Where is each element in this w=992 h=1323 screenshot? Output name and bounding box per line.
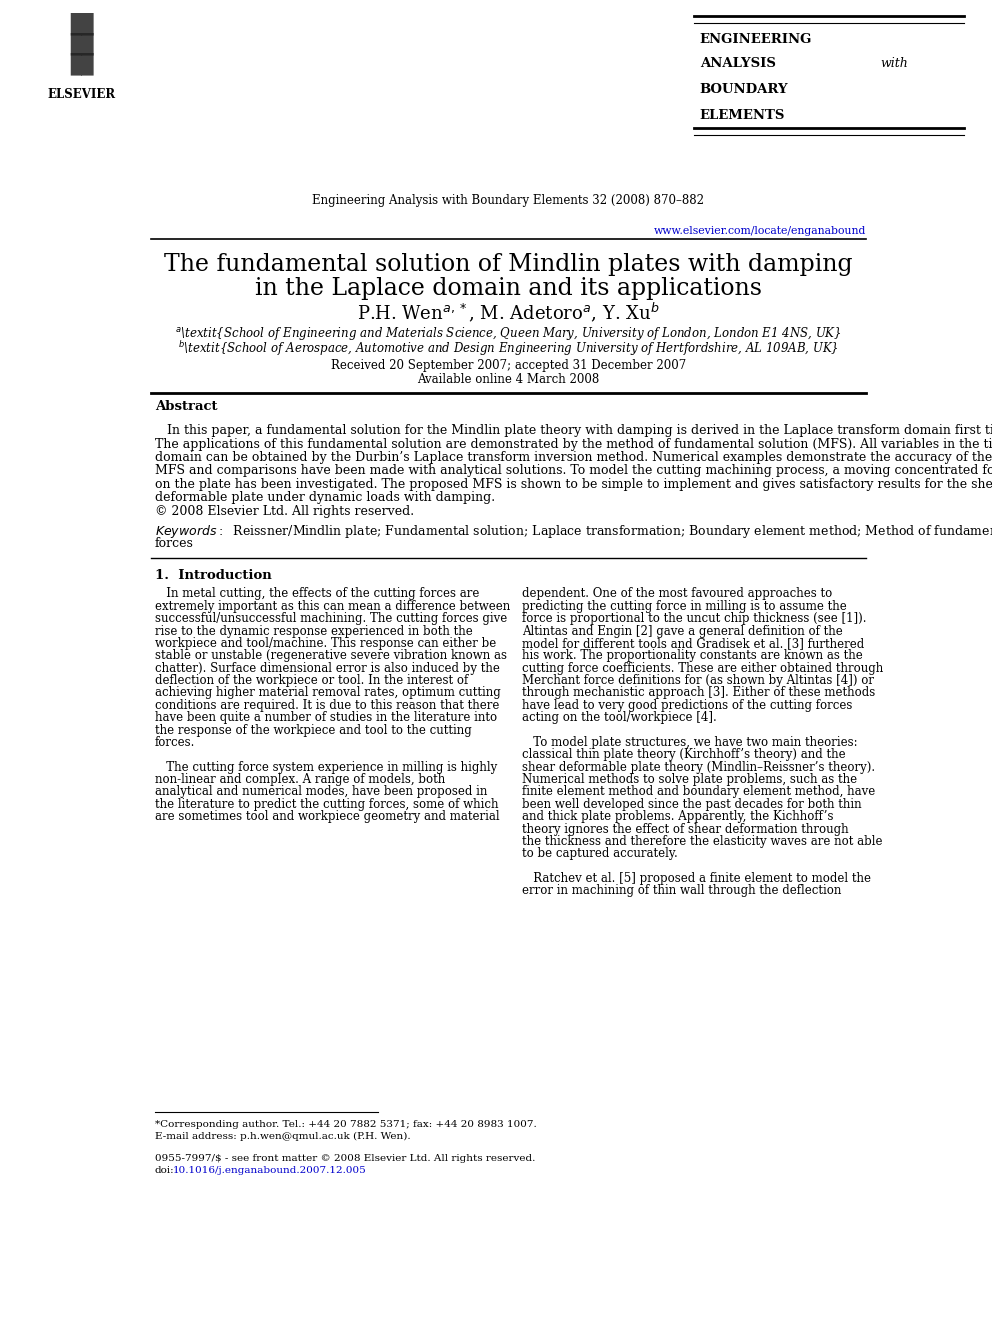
Text: $^{a}$\textit{School of Engineering and Materials Science, Queen Mary, Universit: $^{a}$\textit{School of Engineering and … [175,325,842,341]
Text: workpiece and tool/machine. This response can either be: workpiece and tool/machine. This respons… [155,636,496,650]
Text: ELSEVIER: ELSEVIER [48,89,116,102]
Text: deflection of the workpiece or tool. In the interest of: deflection of the workpiece or tool. In … [155,675,468,687]
Text: model for different tools and Gradisek et al. [3] furthered: model for different tools and Gradisek e… [522,636,864,650]
Text: Altintas and Engin [2] gave a general definition of the: Altintas and Engin [2] gave a general de… [522,624,843,638]
Text: The applications of this fundamental solution are demonstrated by the method of : The applications of this fundamental sol… [155,438,992,451]
Text: $\mathit{Keywords:}$  Reissner/Mindlin plate; Fundamental solution; Laplace tran: $\mathit{Keywords:}$ Reissner/Mindlin pl… [155,524,992,540]
Text: are sometimes tool and workpiece geometry and material: are sometimes tool and workpiece geometr… [155,810,499,823]
Text: Ratchev et al. [5] proposed a finite element to model the: Ratchev et al. [5] proposed a finite ele… [522,872,871,885]
Text: cutting force coefficients. These are either obtained through: cutting force coefficients. These are ei… [522,662,884,675]
Text: domain can be obtained by the Durbin’s Laplace transform inversion method. Numer: domain can be obtained by the Durbin’s L… [155,451,992,464]
Text: The cutting force system experience in milling is highly: The cutting force system experience in m… [155,761,497,774]
Text: ELEMENTS: ELEMENTS [699,108,786,122]
Text: his work. The proportionality constants are known as the: his work. The proportionality constants … [522,650,863,663]
Text: with: with [881,57,909,70]
Text: have lead to very good predictions of the cutting forces: have lead to very good predictions of th… [522,699,852,712]
Text: analytical and numerical modes, have been proposed in: analytical and numerical modes, have bee… [155,786,487,799]
Text: and thick plate problems. Apparently, the Kichhoff’s: and thick plate problems. Apparently, th… [522,810,833,823]
Text: have been quite a number of studies in the literature into: have been quite a number of studies in t… [155,712,497,724]
Text: *Corresponding author. Tel.: +44 20 7882 5371; fax: +44 20 8983 1007.: *Corresponding author. Tel.: +44 20 7882… [155,1121,537,1130]
Text: Received 20 September 2007; accepted 31 December 2007: Received 20 September 2007; accepted 31 … [330,359,686,372]
Text: BOUNDARY: BOUNDARY [699,83,789,97]
Text: © 2008 Elsevier Ltd. All rights reserved.: © 2008 Elsevier Ltd. All rights reserved… [155,505,414,517]
Text: through mechanistic approach [3]. Either of these methods: through mechanistic approach [3]. Either… [522,687,876,700]
Text: forces.: forces. [155,736,195,749]
Text: shear deformable plate theory (Mindlin–Reissner’s theory).: shear deformable plate theory (Mindlin–R… [522,761,875,774]
Text: rise to the dynamic response experienced in both the: rise to the dynamic response experienced… [155,624,472,638]
Text: In metal cutting, the effects of the cutting forces are: In metal cutting, the effects of the cut… [155,587,479,601]
Text: 1.  Introduction: 1. Introduction [155,569,272,582]
Text: non-linear and complex. A range of models, both: non-linear and complex. A range of model… [155,773,445,786]
Text: the response of the workpiece and tool to the cutting: the response of the workpiece and tool t… [155,724,471,737]
Text: chatter). Surface dimensional error is also induced by the: chatter). Surface dimensional error is a… [155,662,500,675]
Text: achieving higher material removal rates, optimum cutting: achieving higher material removal rates,… [155,687,501,700]
Text: in the Laplace domain and its applications: in the Laplace domain and its applicatio… [255,277,762,299]
Text: forces: forces [155,537,193,550]
Text: Numerical methods to solve plate problems, such as the: Numerical methods to solve plate problem… [522,773,857,786]
Text: finite element method and boundary element method, have: finite element method and boundary eleme… [522,786,876,799]
Text: E-mail address: p.h.wen@qmul.ac.uk (P.H. Wen).: E-mail address: p.h.wen@qmul.ac.uk (P.H.… [155,1132,411,1142]
Text: conditions are required. It is due to this reason that there: conditions are required. It is due to th… [155,699,499,712]
Text: to be captured accurately.: to be captured accurately. [522,847,678,860]
Text: 10.1016/j.enganabound.2007.12.005: 10.1016/j.enganabound.2007.12.005 [173,1167,366,1175]
Text: Engineering Analysis with Boundary Elements 32 (2008) 870–882: Engineering Analysis with Boundary Eleme… [312,193,704,206]
Text: acting on the tool/workpiece [4].: acting on the tool/workpiece [4]. [522,712,717,724]
Text: $^{b}$\textit{School of Aerospace, Automotive and Design Engineering University : $^{b}$\textit{School of Aerospace, Autom… [178,339,839,357]
Text: P.H. Wen$^{a,*}$, M. Adetoro$^{a}$, Y. Xu$^{b}$: P.H. Wen$^{a,*}$, M. Adetoro$^{a}$, Y. X… [357,300,660,324]
Text: Abstract: Abstract [155,401,217,413]
Text: the thickness and therefore the elasticity waves are not able: the thickness and therefore the elastici… [522,835,883,848]
Text: doi:: doi: [155,1167,175,1175]
Text: The fundamental solution of Mindlin plates with damping: The fundamental solution of Mindlin plat… [164,253,853,277]
Text: ANALYSIS: ANALYSIS [699,57,781,70]
Text: predicting the cutting force in milling is to assume the: predicting the cutting force in milling … [522,599,847,613]
Text: MFS and comparisons have been made with analytical solutions. To model the cutti: MFS and comparisons have been made with … [155,464,992,478]
Text: www.elsevier.com/locate/enganabound: www.elsevier.com/locate/enganabound [654,226,866,235]
Text: To model plate structures, we have two main theories:: To model plate structures, we have two m… [522,736,858,749]
Text: dependent. One of the most favoured approaches to: dependent. One of the most favoured appr… [522,587,832,601]
Text: stable or unstable (regenerative severe vibration known as: stable or unstable (regenerative severe … [155,650,507,663]
Text: extremely important as this can mean a difference between: extremely important as this can mean a d… [155,599,510,613]
Text: been well developed since the past decades for both thin: been well developed since the past decad… [522,798,862,811]
Text: ENGINEERING: ENGINEERING [699,33,812,46]
Text: the literature to predict the cutting forces, some of which: the literature to predict the cutting fo… [155,798,498,811]
Text: error in machining of thin wall through the deflection: error in machining of thin wall through … [522,885,841,897]
Text: classical thin plate theory (Kirchhoff’s theory) and the: classical thin plate theory (Kirchhoff’s… [522,749,846,761]
Text: on the plate has been investigated. The proposed MFS is shown to be simple to im: on the plate has been investigated. The … [155,478,992,491]
Text: deformable plate under dynamic loads with damping.: deformable plate under dynamic loads wit… [155,491,495,504]
Text: theory ignores the effect of shear deformation through: theory ignores the effect of shear defor… [522,823,849,836]
Text: 0955-7997/$ - see front matter © 2008 Elsevier Ltd. All rights reserved.: 0955-7997/$ - see front matter © 2008 El… [155,1154,535,1163]
Text: In this paper, a fundamental solution for the Mindlin plate theory with damping : In this paper, a fundamental solution fo… [155,425,992,437]
Text: Available online 4 March 2008: Available online 4 March 2008 [418,373,599,386]
Text: force is proportional to the uncut chip thickness (see [1]).: force is proportional to the uncut chip … [522,613,867,626]
Text: Merchant force definitions for (as shown by Altintas [4]) or: Merchant force definitions for (as shown… [522,675,874,687]
Text: successful/unsuccessful machining. The cutting forces give: successful/unsuccessful machining. The c… [155,613,507,626]
Text: ██
██
██: ██ ██ ██ [70,12,93,75]
